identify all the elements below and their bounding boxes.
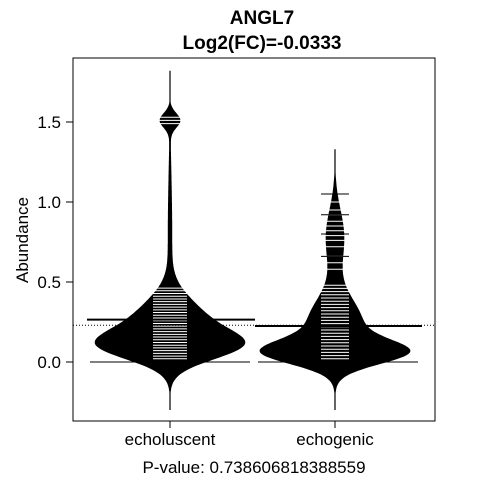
y-axis-label: Abundance [13,197,32,283]
y-tick-label: 0.0 [37,353,61,372]
chart-subtitle: Log2(FC)=-0.0333 [183,33,342,54]
y-tick-label: 1.5 [37,113,61,132]
x-tick-label-echogenic: echogenic [296,430,374,449]
x-axis-label: P-value: 0.738606818388559 [142,458,365,477]
violin-echoluscent [94,70,246,411]
chart-title: ANGL7 [230,8,294,29]
y-tick-label: 0.5 [37,273,61,292]
plot-frame [72,57,436,422]
violin-echogenic [259,149,411,410]
y-tick-label: 1.0 [37,193,61,212]
y-axis-ticks: 0.0 0.5 1.0 1.5 [37,113,73,372]
plot-area [73,70,435,411]
x-tick-label-echoluscent: echoluscent [125,430,216,449]
